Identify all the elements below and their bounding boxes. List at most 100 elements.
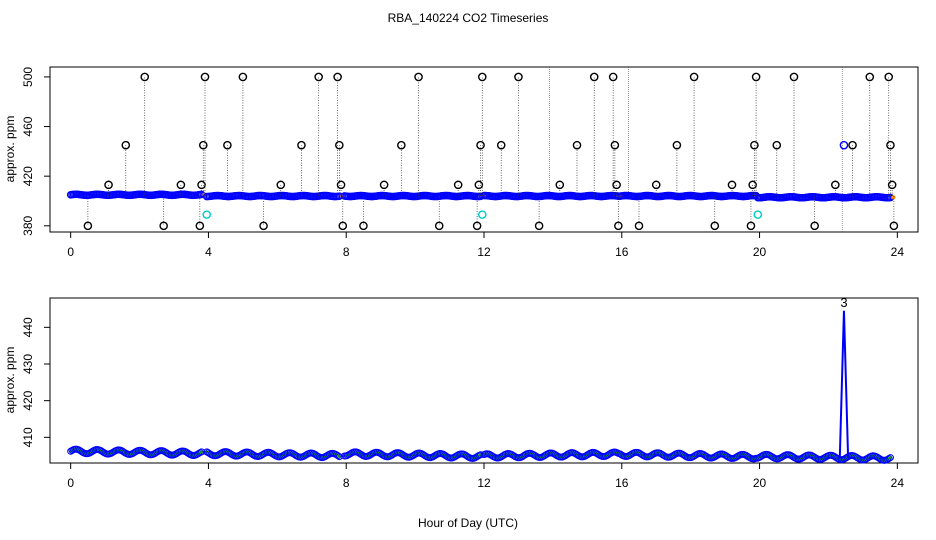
flag-point: [176, 180, 186, 190]
flag-point: [200, 72, 210, 82]
flag-point: [651, 180, 661, 190]
flag-point: [614, 221, 623, 231]
flag-point: [453, 180, 463, 190]
flag-point: [397, 140, 406, 150]
series-point: [334, 452, 342, 460]
flag-point: [848, 140, 857, 150]
flag-point: [865, 72, 875, 82]
x-tick-label: 0: [67, 245, 74, 259]
flag-point: [276, 180, 286, 190]
y-tick-label: 500: [21, 67, 35, 87]
flag-point: [514, 72, 523, 82]
flag-point: [772, 140, 782, 150]
x-tick-label: 4: [205, 245, 212, 259]
series-point: [886, 454, 894, 462]
flag-point: [612, 180, 621, 190]
bottom-y-axis: 410 420 430 440: [21, 317, 50, 447]
flag-point: [746, 221, 756, 231]
flag-point: [379, 180, 389, 190]
bottom-y-axis-label: approx. ppm: [3, 347, 17, 414]
flag-point: [689, 72, 699, 82]
bottom-plot-content: 3: [67, 295, 894, 464]
y-tick-label: 420: [21, 390, 35, 410]
flag-point: [789, 72, 799, 82]
flag-point: [359, 221, 368, 231]
series-point: [885, 454, 893, 462]
x-tick-label: 16: [615, 245, 629, 259]
x-tick-label: 0: [67, 476, 74, 490]
flag-point: [750, 140, 759, 150]
cyan-point: [753, 210, 763, 219]
x-axis-label: Hour of Day (UTC): [418, 516, 518, 530]
flag-point: [238, 72, 248, 82]
series-point: [198, 448, 206, 456]
flag-point: [140, 72, 150, 82]
series-point-center: [889, 456, 892, 459]
y-tick-label: 440: [21, 317, 35, 337]
spike-label: 3: [840, 295, 847, 310]
bottom-x-axis: 0 4 8 12 16 20 24: [67, 463, 904, 490]
flag-point: [889, 221, 899, 231]
flag-point: [572, 140, 582, 150]
flag-point: [338, 221, 348, 231]
x-tick-label: 20: [753, 476, 767, 490]
bottom-plot-frame: [49, 297, 919, 464]
flag-point: [198, 140, 208, 150]
flag-point: [83, 221, 93, 231]
y-tick-label: 460: [21, 116, 35, 136]
x-tick-label: 4: [205, 476, 212, 490]
x-tick-label: 8: [343, 245, 350, 259]
spike-line: [838, 310, 850, 458]
top-plot-content: [66, 67, 899, 232]
flag-point: [104, 180, 113, 190]
flag-point: [589, 72, 599, 82]
flag-point: [886, 140, 895, 150]
bottom-panel: 3 0 4 8 12 16 20 24 410 420 430 440 approx. ppm: [3, 295, 919, 490]
x-tick-label: 24: [891, 476, 905, 490]
flag-point: [710, 221, 720, 231]
flag-point: [610, 140, 620, 150]
series-point-center: [200, 450, 203, 454]
y-tick-label: 430: [21, 354, 35, 374]
flag-point: [197, 180, 206, 190]
flag-point: [335, 140, 344, 150]
flag-point: [727, 180, 737, 190]
flag-point: [496, 140, 506, 150]
flag-point: [223, 140, 232, 150]
figure-title: RBA_140224 CO2 Timeseries: [388, 11, 549, 25]
flag-point: [336, 180, 346, 190]
flag-point: [414, 72, 423, 82]
y-tick-label: 420: [21, 166, 35, 186]
x-tick-label: 12: [477, 245, 491, 259]
flag-point: [297, 140, 306, 150]
flag-point: [159, 221, 168, 231]
cyan-point: [477, 210, 487, 219]
flag-point: [472, 221, 482, 231]
flag-point: [634, 221, 644, 231]
flag-point: [831, 180, 840, 190]
flag-point: [751, 72, 761, 82]
x-tick-label: 24: [891, 245, 905, 259]
flag-point: [333, 72, 342, 82]
series-point: [335, 453, 343, 461]
flag-point: [887, 180, 897, 190]
x-tick-label: 12: [477, 476, 491, 490]
series-point-center: [338, 455, 341, 458]
top-x-axis: 0 4 8 12 16 20 24: [67, 232, 904, 259]
y-tick-label: 380: [21, 215, 35, 235]
y-tick-label: 410: [21, 427, 35, 447]
segment-end-mark: [891, 195, 896, 200]
x-tick-label: 20: [753, 245, 767, 259]
cyan-point: [839, 140, 849, 150]
flag-point: [534, 221, 544, 231]
top-y-axis-label: approx. ppm: [3, 116, 17, 183]
cyan-point: [202, 210, 212, 219]
flag-point: [476, 140, 485, 150]
flag-point: [259, 221, 268, 231]
flag-point: [672, 140, 682, 150]
flag-point: [555, 180, 565, 190]
flag-point: [195, 221, 205, 231]
top-panel: 0 4 8 12 16 20 24 380 420 460 500 approx. ppm: [3, 66, 919, 259]
flag-point: [434, 221, 444, 231]
